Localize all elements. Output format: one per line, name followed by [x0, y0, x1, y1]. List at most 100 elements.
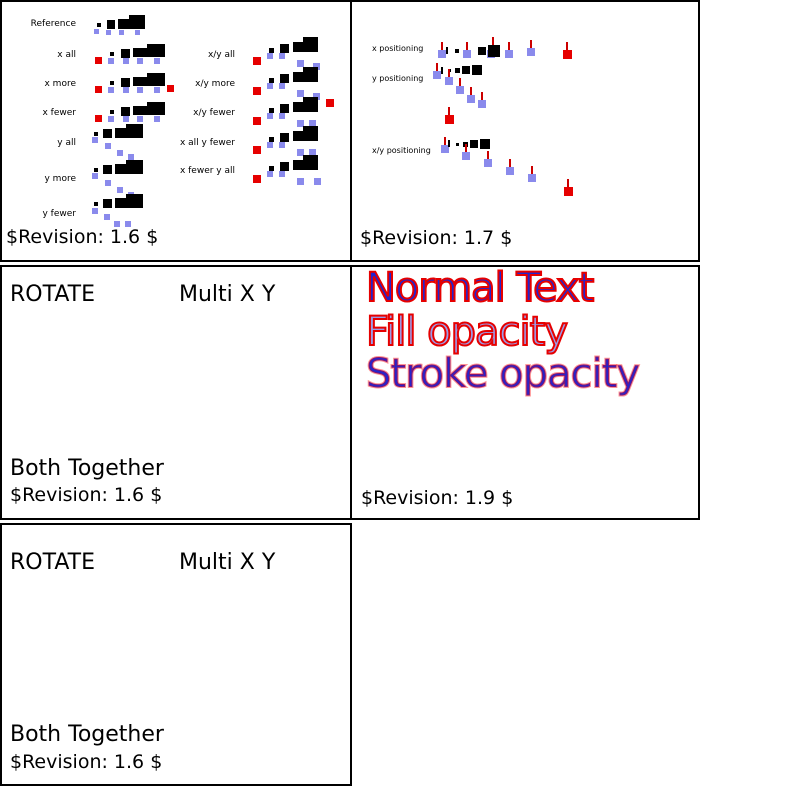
glyph-block [94, 202, 98, 206]
tick-marker [441, 42, 443, 50]
panel-rotate-bottom: ROTATE Multi X Y Both Together $Revision… [0, 523, 352, 786]
glyph-block [269, 166, 274, 171]
anchor-marker [314, 178, 321, 185]
glyph-block [110, 52, 114, 56]
row-label: x/y all [207, 50, 235, 60]
glyph-block [456, 143, 459, 146]
reference-marker [95, 86, 102, 93]
anchor-marker [137, 87, 143, 93]
glyph-block [303, 126, 318, 141]
glyph-block [103, 165, 112, 174]
reference-marker [563, 50, 572, 59]
rotate-heading: ROTATE [10, 550, 96, 575]
glyph-block [472, 65, 482, 75]
anchor-marker [92, 173, 98, 179]
glyph-block [147, 73, 165, 86]
tick-marker [466, 42, 468, 50]
anchor-marker [105, 143, 111, 149]
glyph-block [446, 47, 448, 54]
anchor-marker [154, 116, 160, 122]
glyph-block [121, 49, 130, 58]
glyph-block [470, 140, 478, 148]
glyph-block [94, 168, 98, 172]
glyph-block [147, 102, 165, 115]
reference-marker [95, 115, 102, 122]
tick-marker [531, 166, 533, 174]
anchor-marker [478, 100, 486, 108]
glyph-block [280, 162, 289, 171]
anchor-marker [297, 60, 304, 67]
panel-text-opacity: Normal Text Fill opacity Stroke opacity … [350, 264, 700, 520]
anchor-marker [505, 50, 513, 58]
glyph-block [269, 137, 274, 142]
anchor-marker [297, 120, 304, 127]
glyph-block [97, 23, 101, 27]
anchor-marker [463, 50, 471, 58]
reference-marker [445, 115, 454, 124]
anchor-marker [267, 113, 273, 119]
glyph-block [126, 124, 143, 138]
anchor-marker [445, 77, 453, 85]
glyph-block [110, 81, 114, 85]
glyph-block [303, 97, 318, 112]
tick-marker [459, 78, 461, 86]
row-label: x more [44, 79, 77, 89]
anchor-marker [527, 48, 535, 56]
anchor-marker [123, 87, 129, 93]
anchor-marker [279, 142, 285, 148]
reference-marker [564, 187, 573, 196]
row-label: x all [57, 50, 76, 60]
glyph-block [293, 160, 304, 170]
anchor-marker [279, 53, 285, 59]
tick-marker [448, 69, 450, 77]
tick-marker [470, 87, 472, 95]
glyph-block [129, 15, 145, 29]
revision-text: $Revision: 1.7 $ [360, 227, 513, 249]
anchor-marker [279, 113, 285, 119]
glyph-block [121, 78, 130, 87]
glyph-block [115, 128, 127, 138]
revision-text: $Revision: 1.9 $ [361, 487, 514, 509]
anchor-marker [117, 187, 123, 193]
revision-text: $Revision: 1.6 $ [10, 484, 163, 506]
anchor-marker [309, 149, 316, 156]
rotate-heading: ROTATE [10, 282, 96, 307]
both-together-text: Both Together [10, 456, 164, 481]
anchor-marker [309, 120, 316, 127]
anchor-marker [137, 58, 143, 64]
anchor-marker [94, 29, 99, 34]
anchor-marker [105, 180, 111, 186]
glyph-block [455, 68, 460, 73]
anchor-marker [433, 71, 441, 79]
anchor-marker [92, 137, 98, 143]
tick-marker [566, 42, 568, 50]
glyph-block [280, 44, 289, 53]
glyph-block [280, 74, 289, 83]
anchor-marker [297, 90, 304, 97]
revision-text: $Revision: 1.6 $ [6, 226, 159, 248]
row-label: x all y fewer [179, 138, 235, 148]
anchor-marker [456, 86, 464, 94]
row-label: x/y fewer [193, 108, 235, 118]
anchor-marker [467, 95, 475, 103]
anchor-marker [506, 167, 514, 175]
anchor-marker [135, 30, 140, 35]
anchor-marker [106, 30, 111, 35]
glyph-block [118, 19, 130, 29]
anchor-marker [137, 116, 143, 122]
anchor-marker [313, 93, 320, 100]
glyph-block [269, 78, 274, 83]
glyph-block [293, 102, 304, 112]
tick-marker [508, 42, 510, 50]
anchor-marker [484, 159, 492, 167]
panel-text-anchoring: Reference x all x more x fewer y all y more y … [0, 0, 352, 262]
row-label: x positioning [372, 44, 424, 53]
row-label: x fewer y all [179, 166, 235, 176]
anchor-marker [154, 58, 160, 64]
glyph-block [107, 20, 115, 29]
row-label: y all [57, 138, 76, 148]
anchor-marker [279, 171, 285, 177]
glyph-block [269, 108, 274, 113]
row-label: x fewer [42, 108, 77, 118]
tick-marker [492, 37, 494, 45]
